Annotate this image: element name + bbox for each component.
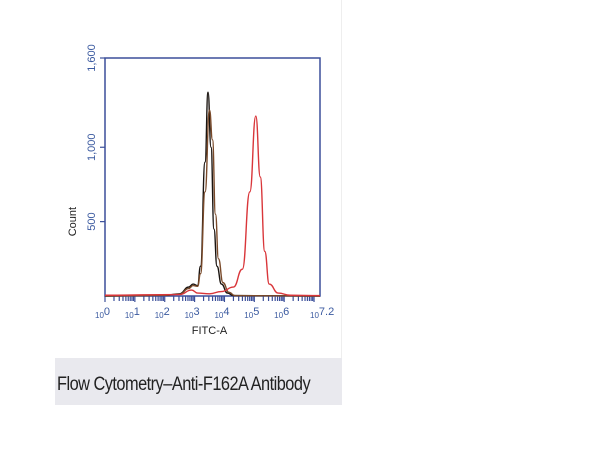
- x-tick-label: 102: [155, 306, 170, 320]
- figure-card: [55, 0, 342, 358]
- y-axis-label: Count: [67, 207, 79, 236]
- x-tick-label: 107.2: [310, 306, 334, 320]
- figure-caption: Flow Cytometry–Anti-F162A Antibody: [57, 374, 311, 395]
- y-tick-label: 1,000: [86, 133, 98, 161]
- x-tick-label: 101: [125, 306, 140, 320]
- x-axis-label: FITC-A: [192, 325, 228, 337]
- x-tick-label: 105: [244, 306, 259, 320]
- series-line-1: [104, 109, 321, 297]
- x-tick-label: 106: [274, 306, 289, 320]
- series-line-0: [104, 91, 321, 297]
- caption-area: Flow Cytometry–Anti-F162A Antibody: [55, 358, 342, 405]
- y-tick-label: 500: [86, 212, 98, 230]
- y-tick-label: 1,600: [86, 44, 98, 72]
- series-line-2: [104, 115, 321, 297]
- x-tick-label: 100: [95, 306, 110, 320]
- x-tick-label: 104: [214, 306, 229, 320]
- x-tick-label: 103: [185, 306, 200, 320]
